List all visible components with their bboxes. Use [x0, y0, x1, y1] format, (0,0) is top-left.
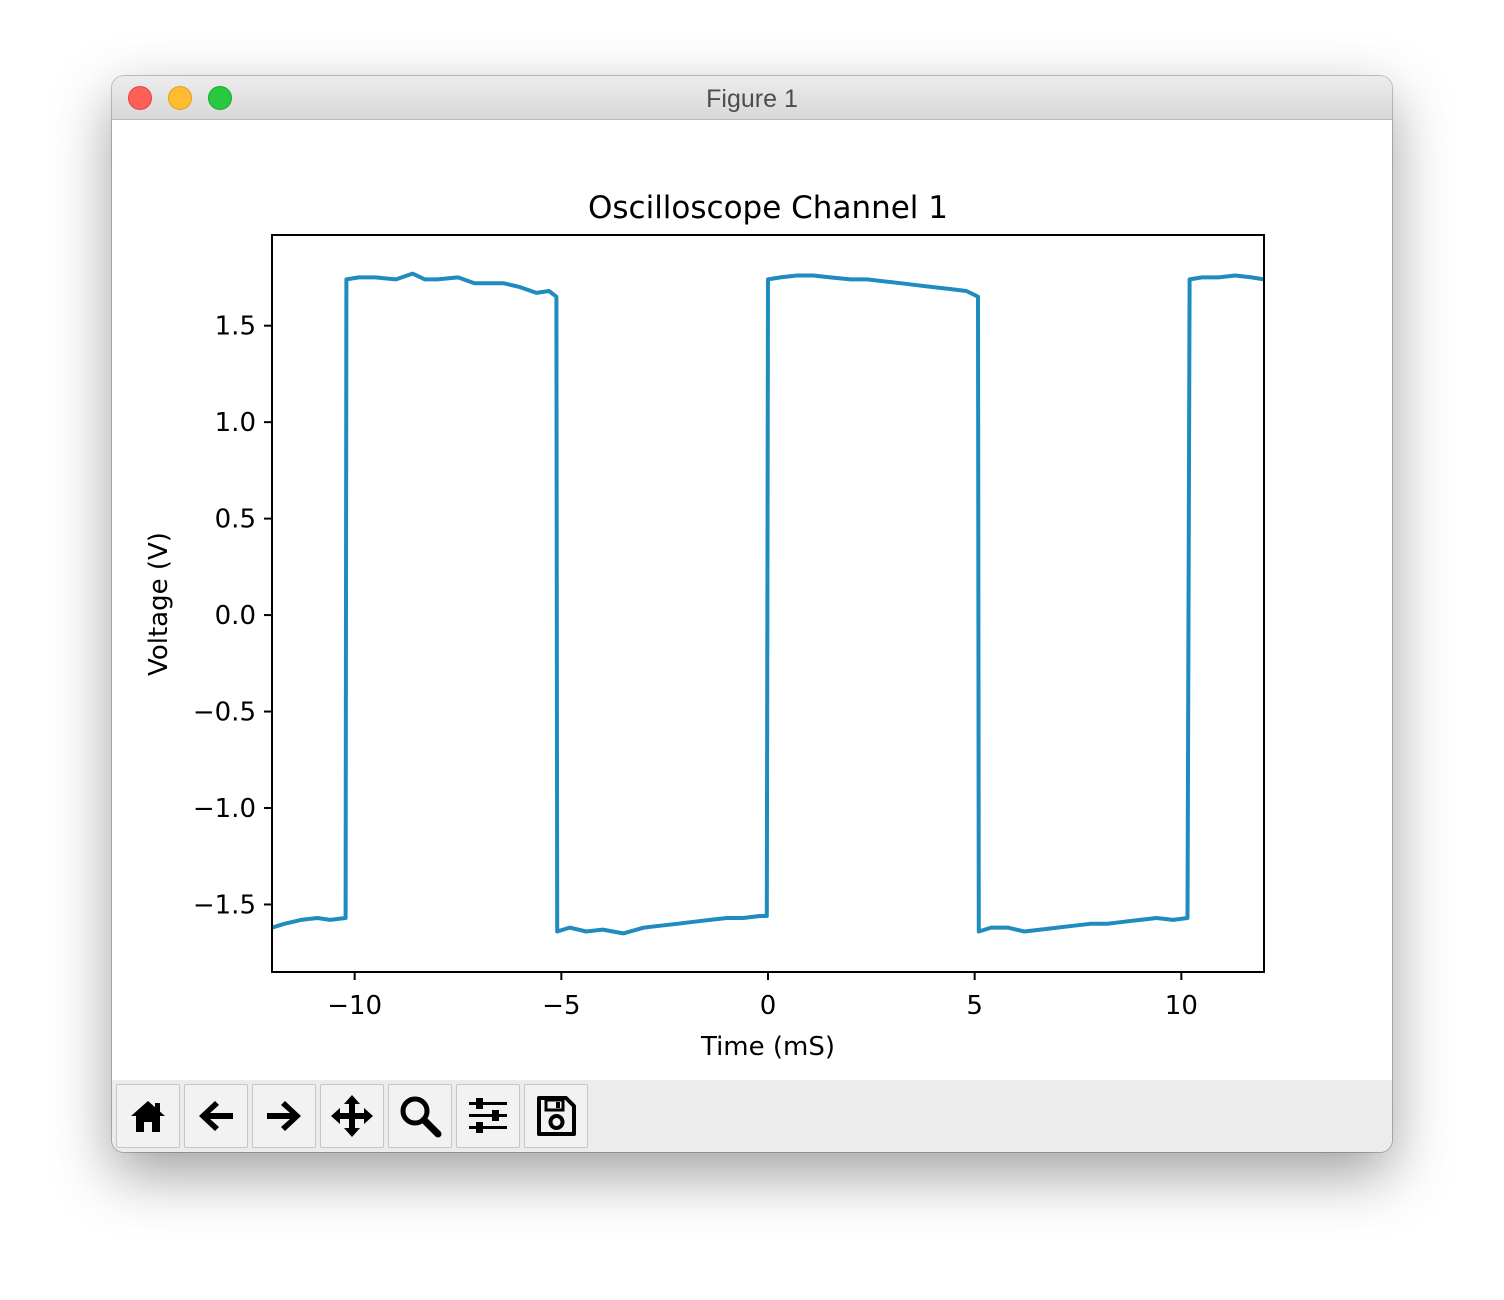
voltage-trace	[271, 271, 1265, 936]
floppy-disk-icon	[537, 1096, 576, 1136]
x-tick-label: 0	[760, 991, 777, 1021]
y-tick-label: −1.0	[193, 794, 256, 824]
y-tick-label: 0.5	[215, 505, 256, 535]
plot-area	[271, 271, 1265, 936]
zoom-button[interactable]	[388, 1084, 452, 1148]
x-tick-label: 5	[966, 991, 983, 1021]
axes-frame	[271, 234, 1265, 973]
sliders-icon	[469, 1098, 507, 1133]
y-tick-label: 1.5	[215, 312, 256, 342]
x-tick-label: −5	[542, 991, 580, 1021]
oscilloscope-chart[interactable]: Oscilloscope Channel 1 −10 −5 0 5 10 1.5 1.0 0.…	[112, 120, 1392, 1080]
forward-button[interactable]	[252, 1084, 316, 1148]
x-tick-label: −10	[327, 991, 382, 1021]
window-title: Figure 1	[706, 85, 798, 113]
home-button[interactable]	[116, 1084, 180, 1148]
arrow-left-icon	[199, 1101, 233, 1131]
configure-subplots-button[interactable]	[456, 1084, 520, 1148]
pan-button[interactable]	[320, 1084, 384, 1148]
figure-canvas[interactable]: Oscilloscope Channel 1 −10 −5 0 5 10 1.5 1.0 0.…	[112, 120, 1392, 1080]
home-icon	[131, 1101, 165, 1132]
close-window-button[interactable]	[128, 86, 152, 110]
y-tick-label: −0.5	[193, 698, 256, 728]
title-bar[interactable]: Figure 1	[112, 76, 1392, 120]
x-tick-label: 10	[1165, 991, 1198, 1021]
maximize-window-button[interactable]	[208, 86, 232, 110]
y-tick-label: 0.0	[215, 601, 256, 631]
x-axis-label: Time (mS)	[700, 1032, 835, 1062]
y-tick-label: 1.0	[215, 408, 256, 438]
save-button[interactable]	[524, 1084, 588, 1148]
minimize-window-button[interactable]	[168, 86, 192, 110]
move-icon	[331, 1095, 373, 1137]
back-button[interactable]	[184, 1084, 248, 1148]
y-axis-label: Voltage (V)	[144, 532, 174, 676]
arrow-right-icon	[267, 1101, 301, 1131]
navigation-toolbar	[112, 1080, 1392, 1152]
figure-window: Figure 1 Oscilloscope Channel 1 −10 −5 0 5 1…	[112, 76, 1392, 1152]
chart-title: Oscilloscope Channel 1	[588, 190, 948, 226]
magnifier-icon	[400, 1096, 442, 1138]
y-tick-label: −1.5	[193, 890, 256, 920]
axis-ticks: −10 −5 0 5 10 1.5 1.0 0.5 0.0 −0.5 −1.0 −1.5	[193, 312, 1198, 1021]
